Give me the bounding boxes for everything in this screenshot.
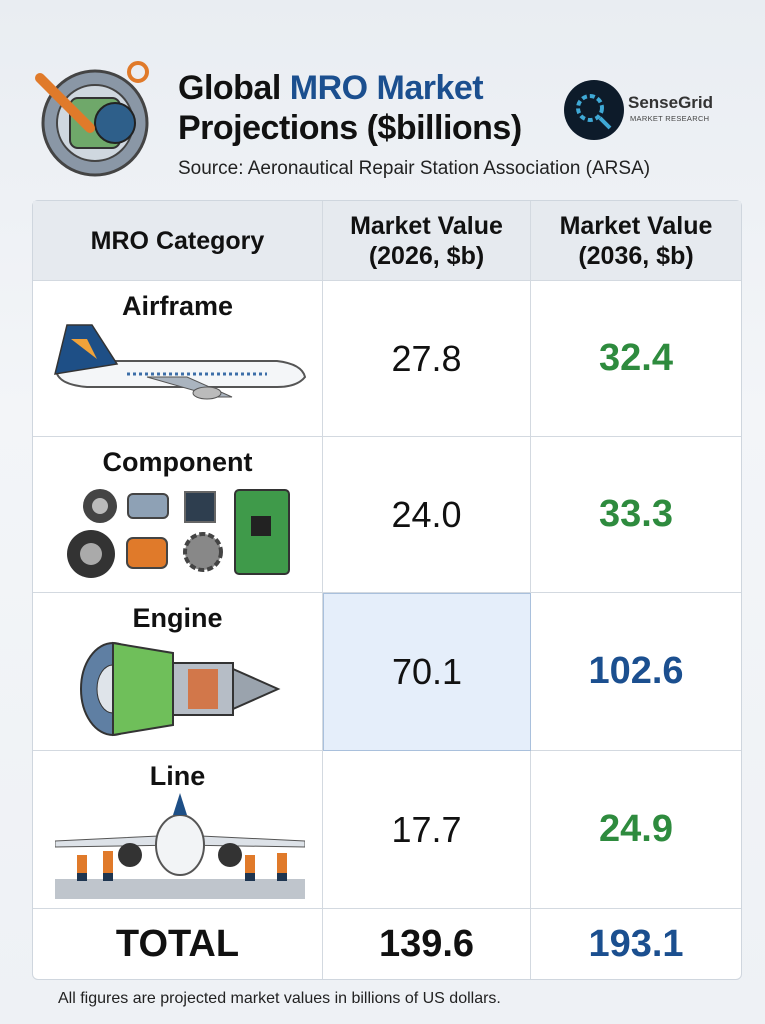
airframe-icon [54,324,307,400]
value-2036: 33.3 [531,437,741,593]
category-cell: Engine [33,593,323,751]
header-icon [35,61,149,177]
total-2036: 193.1 [588,922,684,965]
table: MRO Category Market Value (2026, $b) Mar… [32,200,742,980]
title: Global MRO Market Projections ($billions) [178,68,522,148]
title-highlight: MRO Market [289,69,484,107]
column-header: Market Value (2036, $b) [531,201,741,281]
value-2026: 17.7 [323,751,531,909]
category-cell: Airframe [33,281,323,437]
category: Airframe [121,291,234,321]
value-2036: 32.4 [531,281,741,437]
category-cell: Component [33,437,323,593]
logo-name: SenseGrid [628,93,714,112]
value-2026: 24.0 [323,437,531,593]
category: Engine [132,603,223,633]
engine-icon [80,641,281,737]
logo-tagline: MARKET RESEARCH [630,114,710,123]
total-2026: 139.6 [323,909,531,979]
category-cell: Line [33,751,323,909]
value-2026: 27.8 [323,281,531,437]
total-label: TOTAL [33,909,323,979]
value-2026: 70.1 [323,593,531,751]
title-start: Global [178,69,281,107]
column-header: Market Value (2026, $b) [323,201,531,281]
value-2036: 24.9 [531,751,741,909]
category: Line [149,761,206,791]
category: Component [102,447,253,477]
title-end: Projections ($billions) [178,109,522,147]
value-2036: 102.6 [531,593,741,751]
component-icon [67,489,290,578]
source: Source: Aeronautical Repair Station Asso… [178,158,651,179]
line-icon [55,793,305,899]
footer-note: All figures are projected market values … [58,990,501,1007]
logo-icon [564,80,624,140]
column-header: MRO Category [33,201,323,281]
